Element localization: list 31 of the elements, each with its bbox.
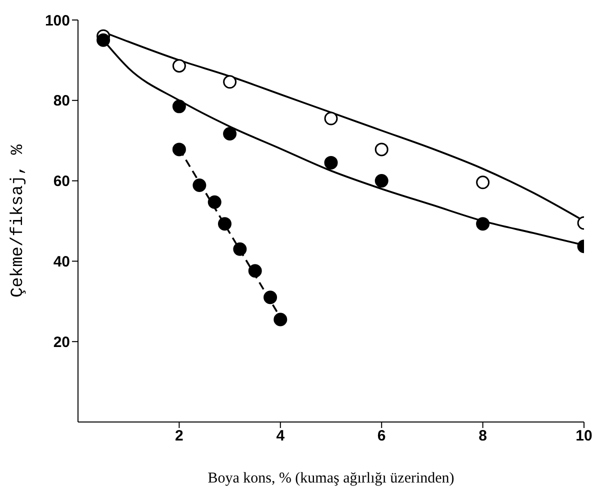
point	[374, 174, 388, 188]
y-tick-label: 100	[44, 12, 70, 30]
point	[274, 312, 288, 326]
point	[172, 142, 186, 156]
x-axis-title: Boya kons, % (kumaş ağırlığı üzerinden)	[208, 470, 454, 487]
point	[208, 195, 222, 209]
x-tick-label: 10	[576, 428, 592, 445]
x-tick-label: 2	[175, 428, 184, 445]
x-tick-label: 6	[377, 428, 386, 445]
x-tick-label: 4	[276, 428, 286, 445]
point	[374, 142, 388, 156]
y-tick-label: 60	[53, 173, 70, 190]
point	[248, 264, 262, 278]
point	[172, 59, 186, 73]
point	[324, 156, 338, 170]
point	[264, 290, 278, 304]
point	[223, 75, 237, 89]
y-tick-label: 20	[53, 334, 70, 351]
point	[324, 112, 338, 126]
point	[223, 127, 237, 141]
point	[476, 176, 490, 190]
point	[218, 217, 232, 231]
point	[192, 178, 206, 192]
point	[476, 217, 490, 231]
x-tick-label: 8	[478, 428, 487, 445]
point	[233, 242, 247, 256]
point	[96, 33, 110, 47]
y-tick-label: 80	[53, 92, 70, 110]
y-axis-title: Çekme/fiksaj, %	[9, 144, 28, 298]
point	[172, 100, 186, 114]
y-tick-label: 40	[53, 254, 70, 271]
